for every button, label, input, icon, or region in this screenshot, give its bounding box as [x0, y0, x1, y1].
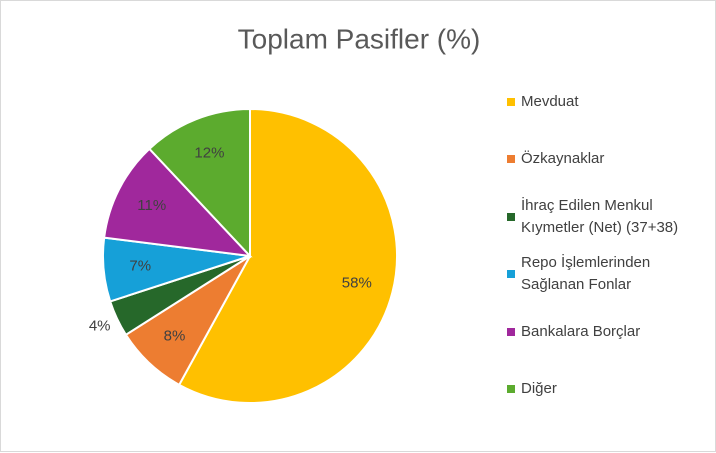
legend-label: Bankalara Borçlar	[521, 322, 641, 340]
legend-label: Diğer	[521, 380, 557, 398]
data-label: 11%	[137, 197, 166, 214]
legend-swatch	[507, 155, 515, 164]
pie-slice	[177, 107, 398, 404]
legend-swatch	[507, 212, 515, 221]
legend-swatch	[507, 327, 515, 336]
data-label: 7%	[129, 257, 151, 274]
data-label: 8%	[164, 327, 186, 344]
legend-item: Bankalara Borçlar	[507, 303, 707, 361]
legend-swatch	[507, 97, 515, 106]
chart-title: Toplam Pasifler (%)	[238, 23, 481, 54]
legend-label: Repo İşlemlerinden Sağlanan Fonlar	[521, 254, 651, 294]
legend-item: Mevduat	[507, 73, 707, 131]
legend-item: İhraç Edilen Menkul Kıymetler (Net) (37+…	[507, 188, 707, 246]
data-label: 4%	[89, 318, 111, 335]
legend-item: Diğer	[507, 361, 707, 419]
legend-label: Mevduat	[521, 92, 579, 110]
data-label: 58%	[342, 274, 372, 291]
legend-label: Özkaynaklar	[521, 150, 605, 168]
legend-item: Repo İşlemlerinden Sağlanan Fonlar	[507, 246, 707, 304]
pie-slice	[147, 107, 251, 259]
legend: Mevduat Özkaynaklar İhraç Edilen Menkul Kı…	[507, 73, 707, 418]
data-label: 12%	[194, 144, 224, 161]
pie-slice	[103, 147, 253, 258]
legend-item: Özkaynaklar	[507, 131, 707, 189]
legend-label: İhraç Edilen Menkul Kıymetler (Net) (37+…	[521, 196, 679, 236]
legend-swatch	[507, 385, 515, 394]
legend-swatch	[507, 270, 515, 279]
